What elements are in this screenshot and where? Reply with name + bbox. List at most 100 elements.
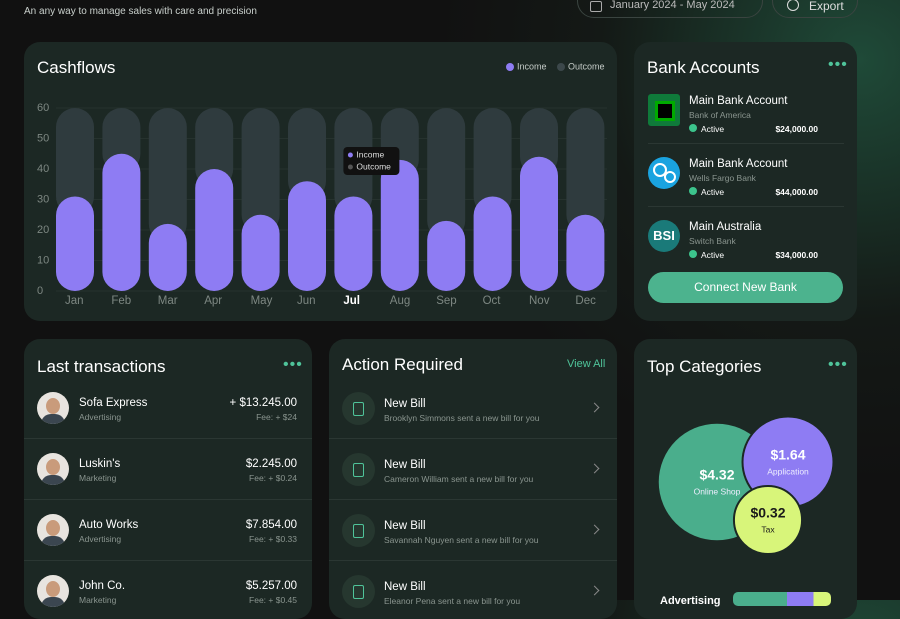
income-bar [334, 196, 373, 291]
income-bar [520, 156, 558, 291]
bank-logo: BSI [648, 220, 680, 252]
bank-card: Bank Accounts ••• Connect New Bank Main … [634, 42, 857, 321]
tx-category: Marketing [79, 473, 117, 483]
avatar-face [46, 581, 60, 597]
subtitle: An any way to manage sales with care and… [24, 6, 257, 17]
x-tick-label: May [251, 295, 273, 307]
tx-amount: $2.245.00 [245, 458, 297, 470]
actions-card: Action Required View All New Bill Brookly… [329, 339, 617, 619]
chevron[interactable] [589, 402, 600, 413]
bank-logo [648, 94, 680, 126]
avatar [37, 575, 69, 607]
bill-glyph [353, 524, 364, 538]
avatar-body [41, 475, 65, 485]
tx-name: John Co. [79, 580, 126, 592]
bank-logo [648, 157, 680, 189]
date-picker[interactable]: January 2024 - May 2024 [577, 0, 763, 18]
bill-glyph [353, 585, 364, 599]
chevron[interactable] [589, 463, 600, 474]
y-tick-label: 50 [37, 132, 49, 144]
view-all[interactable]: View All [567, 358, 606, 370]
breakdown-bar [733, 592, 831, 606]
action-desc: Savannah Nguyen sent a new bill for you [384, 535, 539, 545]
status: Active [701, 250, 725, 260]
tooltip-dot [347, 164, 353, 170]
action-desc: Brooklyn Simmons sent a new bill for you [384, 413, 540, 423]
tx-category: Marketing [79, 595, 117, 605]
connect-button[interactable]: Connect New Bank [648, 272, 843, 303]
outcome-bar [195, 108, 234, 188]
outcome-bar [520, 108, 558, 176]
avatar [37, 514, 69, 546]
breakdown-label: Advertising [660, 595, 721, 607]
legend-dot [506, 63, 514, 71]
x-tick-label: Aug [390, 295, 410, 307]
status: Active [701, 124, 725, 134]
account-name: Main Bank Account [689, 95, 788, 107]
x-tick-label: Feb [111, 295, 131, 307]
categories-card: Top Categories ••• $4.32 Online Shop $1.64… [634, 339, 857, 619]
x-tick-label: Jun [297, 295, 316, 307]
separator [329, 499, 617, 500]
menu-dots[interactable]: ••• [828, 56, 848, 73]
avatar-body [41, 414, 65, 424]
transactions-card: Last transactions ••• Sofa Express Advert… [24, 339, 312, 619]
bubble-value: $0.32 [750, 505, 785, 521]
legend-dot [557, 63, 565, 71]
separator [24, 560, 312, 561]
tooltip-label: Outcome [356, 161, 391, 171]
card-title: Last transactions [37, 357, 166, 376]
status-dot [689, 187, 697, 195]
cashflow-card: Cashflows 0 10 20 30 40 50 60 Income Outcome Jan F… [24, 42, 617, 321]
card-title: Bank Accounts [647, 58, 760, 77]
bill-icon [342, 514, 375, 547]
menu-dots[interactable]: ••• [283, 356, 303, 373]
chevron[interactable] [589, 585, 600, 596]
legend-label: Income [517, 61, 547, 71]
separator [329, 560, 617, 561]
outcome-bar [473, 108, 512, 216]
tx-fee: Fee: + $0.45 [249, 595, 297, 605]
income-bar [288, 181, 326, 291]
chevron[interactable] [589, 524, 600, 535]
account-name: Main Australia [689, 221, 762, 233]
y-tick-label: 40 [37, 163, 49, 175]
bill-icon [342, 392, 375, 425]
bill-glyph [353, 463, 364, 477]
income-bar [473, 196, 512, 291]
card-title: Cashflows [37, 58, 116, 77]
income-bar [427, 220, 466, 291]
cashflow-chart: 0 10 20 30 40 50 60 Income Outcome Jan Feb Mar Apr Ma… [37, 61, 607, 307]
y-tick-label: 30 [37, 193, 49, 205]
separator [648, 206, 844, 207]
menu-dots[interactable]: ••• [828, 356, 848, 373]
tx-amount: $7.854.00 [245, 519, 297, 531]
export-button[interactable]: Export [772, 0, 858, 18]
calendar-icon [590, 1, 602, 12]
bank-name: Switch Bank [689, 236, 736, 246]
separator [24, 499, 312, 500]
bubble-label: Application [767, 466, 809, 476]
y-tick-label: 10 [37, 254, 49, 266]
bubble-label: Tax [761, 524, 775, 534]
tx-amount: + $13.245.00 [229, 397, 297, 409]
y-tick-label: 60 [37, 102, 49, 114]
balance: $24,000.00 [775, 124, 818, 134]
tx-category: Advertising [79, 412, 122, 422]
account-name: Main Bank Account [689, 158, 788, 170]
outcome-bar [148, 108, 187, 243]
action-title: New Bill [384, 520, 426, 532]
action-title: New Bill [384, 581, 426, 593]
export-label: Export [809, 0, 844, 13]
logo-mark [664, 171, 676, 183]
avatar [37, 392, 69, 424]
x-tick-label: Mar [158, 295, 178, 307]
tx-fee: Fee: + $24 [256, 412, 297, 422]
status-dot [689, 124, 697, 132]
bubble-value: $1.64 [770, 447, 805, 463]
bubble [732, 484, 804, 556]
outcome-bar [56, 108, 94, 216]
x-tick-label: Apr [204, 295, 222, 307]
income-bar [241, 214, 280, 291]
